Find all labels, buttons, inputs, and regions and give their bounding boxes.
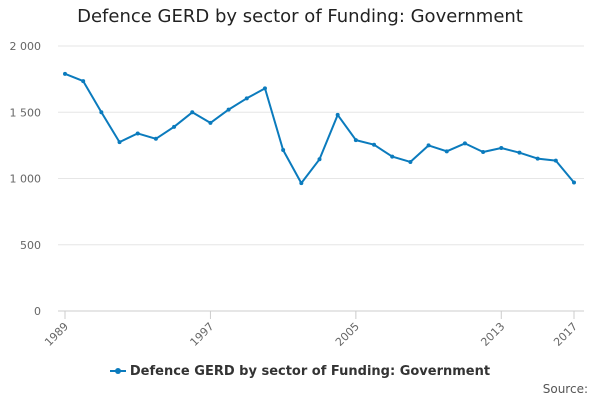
data-point[interactable] bbox=[444, 149, 449, 154]
data-point[interactable] bbox=[462, 141, 467, 146]
legend[interactable]: Defence GERD by sector of Funding: Gover… bbox=[0, 364, 600, 379]
x-tick-label: 2013 bbox=[478, 320, 507, 349]
x-tick-label: 1997 bbox=[188, 320, 217, 349]
x-tick-label: 1989 bbox=[42, 320, 71, 349]
data-point[interactable] bbox=[208, 120, 213, 125]
legend-line-marker-icon bbox=[109, 367, 126, 374]
data-point[interactable] bbox=[135, 131, 140, 136]
x-tick-label: 2005 bbox=[333, 320, 362, 349]
data-point[interactable] bbox=[63, 71, 67, 76]
data-point[interactable] bbox=[553, 158, 558, 163]
data-point[interactable] bbox=[535, 156, 540, 161]
y-tick-label: 2 000 bbox=[10, 40, 42, 53]
y-tick-label: 500 bbox=[20, 239, 41, 252]
data-point[interactable] bbox=[117, 140, 122, 145]
data-point[interactable] bbox=[281, 148, 286, 153]
data-point[interactable] bbox=[299, 181, 304, 186]
data-point[interactable] bbox=[244, 96, 249, 101]
x-axis: 1989 1997 2005 2013 2017 bbox=[42, 310, 584, 349]
data-point[interactable] bbox=[372, 142, 377, 147]
series-layer bbox=[63, 71, 576, 186]
data-point[interactable] bbox=[572, 180, 576, 185]
data-point[interactable] bbox=[226, 107, 231, 112]
data-point[interactable] bbox=[390, 154, 395, 159]
data-point[interactable] bbox=[408, 159, 413, 164]
data-point[interactable] bbox=[481, 150, 486, 154]
y-tick-label: 0 bbox=[34, 305, 41, 318]
source-label: Source: bbox=[542, 382, 588, 396]
data-point[interactable] bbox=[426, 143, 431, 148]
data-point[interactable] bbox=[499, 146, 504, 151]
data-point[interactable] bbox=[172, 124, 177, 129]
data-point[interactable] bbox=[99, 110, 104, 115]
x-tick-label: 2017 bbox=[551, 320, 580, 349]
data-point[interactable] bbox=[190, 110, 195, 115]
data-point[interactable] bbox=[262, 86, 267, 91]
data-point[interactable] bbox=[335, 112, 340, 117]
data-point[interactable] bbox=[517, 150, 522, 155]
legend-label: Defence GERD by sector of Funding: Gover… bbox=[129, 364, 491, 379]
gridlines bbox=[58, 45, 584, 246]
data-point[interactable] bbox=[317, 157, 322, 162]
data-point[interactable] bbox=[81, 79, 86, 84]
y-tick-label: 1 000 bbox=[10, 173, 42, 186]
data-point[interactable] bbox=[353, 138, 358, 143]
series-line bbox=[64, 72, 575, 185]
chart-title: Defence GERD by sector of Funding: Gover… bbox=[77, 6, 523, 27]
data-point[interactable] bbox=[153, 136, 158, 141]
y-axis-tick-labels: 0 500 1 000 1 500 2 000 bbox=[10, 40, 42, 318]
y-tick-label: 1 500 bbox=[10, 106, 42, 119]
